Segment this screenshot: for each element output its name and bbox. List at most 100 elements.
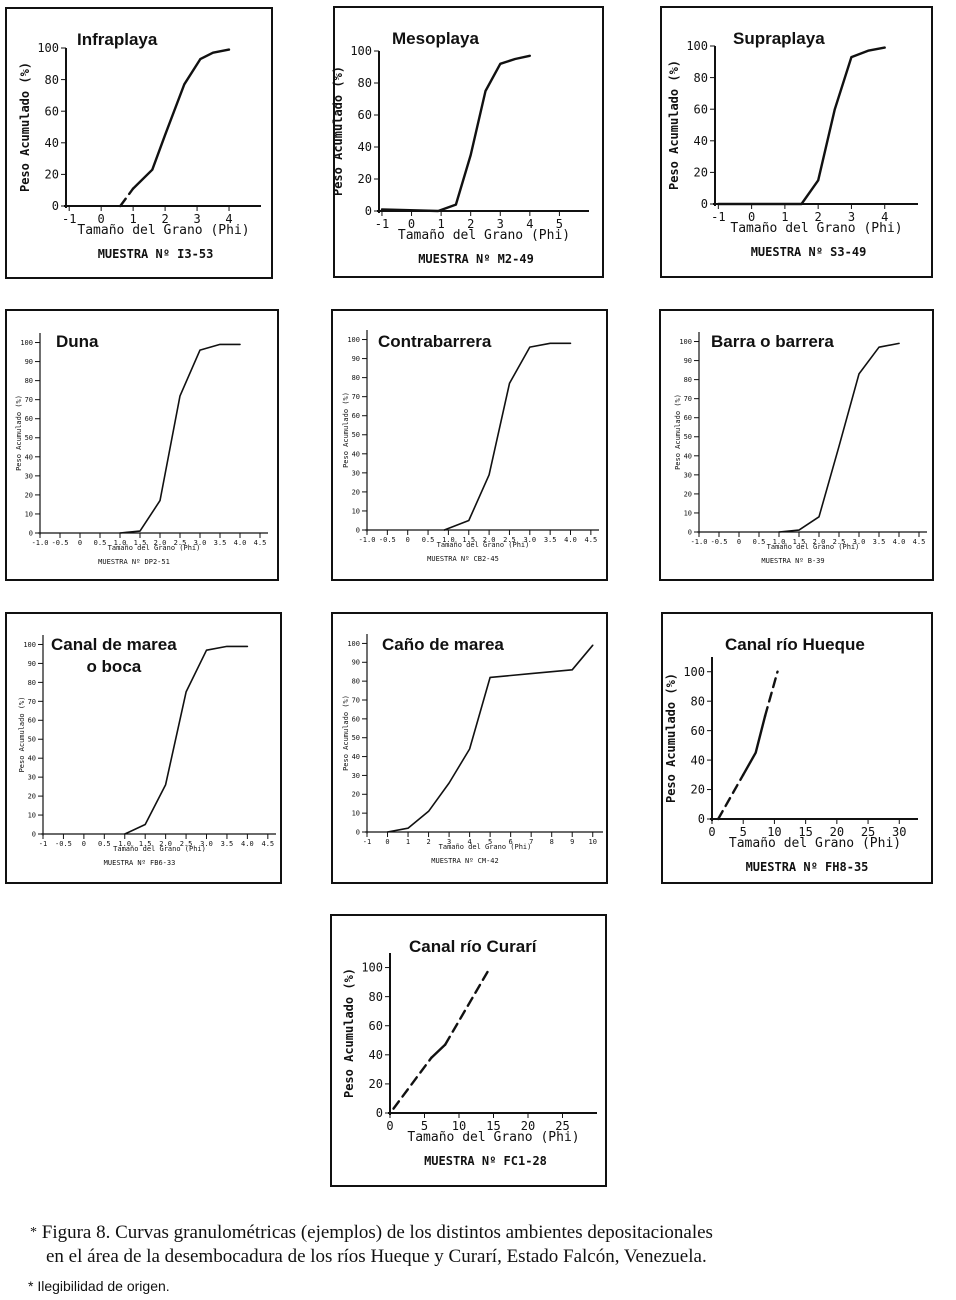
x-tick-label: 25 (861, 825, 875, 839)
y-tick-label: 100 (347, 640, 360, 648)
chart-panel-cano-marea: 0 10 20 30 40 50 60 70 80 90 100 -1 0 1 2 3 4 5 6 7 8 9 10 Tama… (331, 612, 608, 884)
x-tick-label: -1.0 (359, 536, 376, 544)
y-tick-label: 40 (691, 753, 705, 767)
x-tick-label: 20 (521, 1119, 535, 1133)
series-curve-line (119, 343, 241, 534)
x-tick-label: 4.5 (585, 536, 598, 544)
y-tick-label: 80 (691, 694, 705, 708)
y-tick-label: 30 (352, 772, 360, 780)
chart-title-contrabarrera: Contrabarrera (378, 332, 492, 351)
chart-panel-supraplaya: 0 20 40 60 80 100 -1 0 1 2 3 4 Tamaño del Grano (Phi… (660, 6, 933, 278)
x-tick-label: 0.5 (753, 538, 766, 546)
series-solid_mid-line (430, 1043, 447, 1059)
x-tick-label: 4.5 (261, 840, 274, 848)
chart-title-infraplaya: Infraplaya (77, 30, 158, 49)
x-tick-label: 4 (526, 217, 533, 231)
x-tick-label: 2.0 (483, 536, 496, 544)
x-tick-label: -1.0 (691, 538, 708, 546)
x-tick-label: 5 (556, 217, 563, 231)
y-tick-label: 40 (358, 140, 372, 154)
y-tick-label: 60 (28, 717, 36, 725)
x-tick-label: 2 (161, 212, 168, 226)
series-curve-line (443, 342, 572, 531)
x-tick-label: 3 (193, 212, 200, 226)
y-tick-label: 20 (369, 1077, 383, 1091)
x-tick-label: 20 (830, 825, 844, 839)
x-tick-label: 25 (555, 1119, 569, 1133)
y-tick-label: 80 (369, 990, 383, 1004)
x-tick-label: 1 (406, 838, 410, 846)
series-curve-line (131, 48, 231, 190)
x-tick-label: 1.0 (442, 536, 455, 544)
x-tick-label: -1.0 (32, 539, 49, 547)
y-tick-label: 90 (352, 355, 360, 363)
series-dashed_high-line (763, 670, 779, 718)
y-tick-label: 0 (701, 197, 708, 211)
x-tick-label: 15 (798, 825, 812, 839)
x-tick-label: 8 (550, 838, 554, 846)
y-tick-label: 20 (28, 793, 36, 801)
chart-title-canal-curari: Canal río Curarí (409, 937, 537, 956)
x-tick-label: 0.5 (422, 536, 435, 544)
y-tick-label: 100 (37, 41, 59, 55)
caption-marker: * (30, 1225, 37, 1240)
y-tick-label: 0 (29, 529, 33, 537)
y-tick-label: 20 (352, 488, 360, 496)
x-tick-label: 0 (386, 1119, 393, 1133)
x-tick-label: 0 (737, 538, 741, 546)
x-tick-label: 2.5 (833, 538, 846, 546)
x-tick-label: 1.0 (114, 539, 127, 547)
y-tick-label: 10 (352, 810, 360, 818)
chart-panel-mesoplaya: 0 20 40 60 80 100 -1 0 1 2 3 4 5 Tamaño del Grano (Ph… (331, 6, 604, 278)
sample-label: MUESTRA Nº DP2-51 (98, 558, 170, 566)
chart-svg-contrabarrera: 0 10 20 30 40 50 60 70 80 90 100 -1.0 -0.5 0 0.5 1.0 1.5… (342, 330, 599, 563)
x-tick-label: 4.0 (241, 840, 254, 848)
chart-panel-canal-curari: 0 20 40 60 80 100 0 5 10 15 20 25 Tamaño del Grano (… (330, 914, 607, 1187)
x-tick-label: -1 (39, 840, 47, 848)
y-tick-label: 100 (23, 641, 36, 649)
x-tick-label: 4.5 (254, 539, 267, 547)
x-tick-label: 3.0 (523, 536, 536, 544)
x-tick-label: 5 (488, 838, 492, 846)
y-tick-label: 0 (32, 830, 36, 838)
y-axis-label: Peso Acumulado (%) (664, 673, 678, 803)
x-tick-label: 3.5 (544, 536, 557, 544)
y-tick-label: 100 (679, 338, 692, 346)
y-axis-label: Peso Acumulado (%) (15, 395, 23, 471)
series-dashed-line (119, 187, 135, 208)
chart-panel-contrabarrera: 0 10 20 30 40 50 60 70 80 90 100 -1.0 -0.5 0 0.5 1.0 1.5… (331, 309, 608, 581)
y-tick-label: 90 (352, 659, 360, 667)
x-axis-label: Tamaño del Grano (Phi) (439, 843, 532, 851)
x-tick-label: 4.0 (893, 538, 906, 546)
y-tick-label: 40 (28, 755, 36, 763)
x-tick-label: 0.5 (94, 539, 107, 547)
x-tick-label: 5 (740, 825, 747, 839)
y-tick-label: 60 (694, 102, 708, 116)
x-tick-label: 2 (815, 210, 822, 224)
y-tick-label: 30 (28, 774, 36, 782)
x-tick-label: 10 (452, 1119, 466, 1133)
x-tick-label: 4 (467, 838, 471, 846)
chart-svg-barra: 0 10 20 30 40 50 60 70 80 90 100 -1.0 -0.5 0 0.5 1.0 1.5… (674, 332, 927, 565)
series-dashed_high-line (443, 966, 492, 1046)
y-tick-label: 20 (358, 172, 372, 186)
sample-label: MUESTRA Nº CB2-45 (427, 555, 499, 563)
y-tick-label: 10 (352, 507, 360, 515)
y-tick-label: 40 (369, 1048, 383, 1062)
x-tick-label: 6 (509, 838, 513, 846)
x-tick-label: 0 (385, 838, 389, 846)
x-tick-label: 2 (467, 217, 474, 231)
x-tick-label: 1.5 (134, 539, 147, 547)
y-tick-label: 10 (28, 811, 36, 819)
y-tick-label: 50 (352, 431, 360, 439)
y-tick-label: 60 (358, 108, 372, 122)
sample-label: MUESTRA Nº FH8-35 (746, 860, 869, 874)
chart-title-duna: Duna (56, 332, 99, 351)
x-tick-label: -1 (711, 210, 725, 224)
y-axis-label: Peso Acumulado (%) (342, 968, 356, 1098)
y-tick-label: 50 (684, 433, 692, 441)
y-tick-label: 90 (28, 660, 36, 668)
y-tick-label: 60 (352, 715, 360, 723)
